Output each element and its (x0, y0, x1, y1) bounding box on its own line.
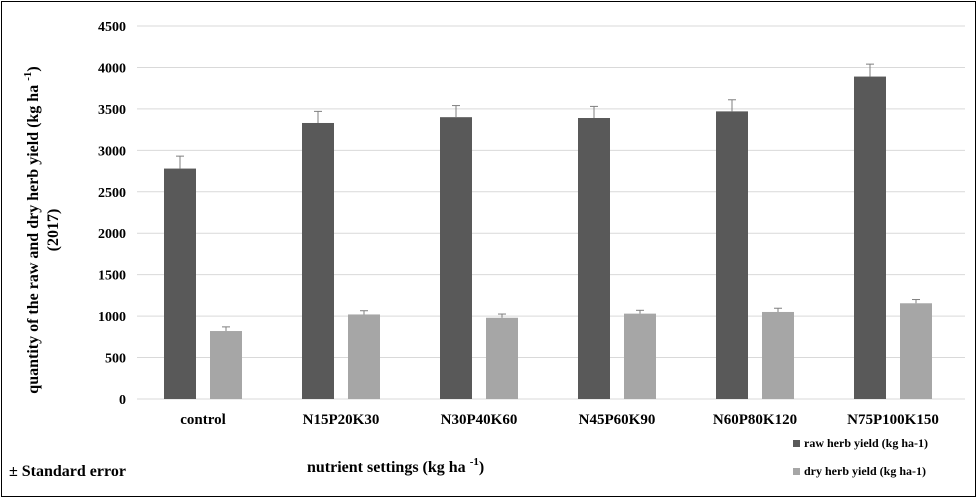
y-tick-label: 3500 (98, 103, 126, 118)
bar-raw-herb-yield (716, 111, 748, 400)
legend-label: raw herb yield (kg ha-1) (804, 436, 928, 450)
x-category-label: control (180, 412, 226, 428)
y-tick-label: 4000 (98, 61, 126, 76)
y-tick-label: 500 (105, 352, 126, 367)
x-category-label: N75P100K150 (847, 412, 939, 428)
bar-raw-herb-yield (164, 168, 196, 399)
bar-raw-herb-yield (578, 118, 610, 400)
bar-dry-herb-yield (624, 313, 656, 399)
gridlines (137, 25, 965, 400)
bar-raw-herb-yield (302, 122, 334, 399)
y-tick-label: 1000 (98, 310, 126, 325)
x-category-label: N15P20K30 (303, 412, 380, 428)
y-tick-label: 2000 (98, 227, 126, 242)
y-tick-label: 3000 (98, 144, 126, 159)
y-tick-label: 0 (119, 393, 126, 408)
legend-swatch (793, 440, 800, 447)
x-axis-label: nutrient settings (kg ha -1) (307, 456, 484, 476)
y-tick-label: 2500 (98, 186, 126, 201)
bar-dry-herb-yield (900, 303, 932, 399)
bar-raw-herb-yield (854, 76, 886, 399)
y-tick-label: 4500 (98, 20, 126, 35)
legend-swatch (793, 468, 800, 475)
standard-error-note: ± Standard error (9, 463, 126, 480)
y-axis-label: quantity of the raw and dry herb yield (… (22, 66, 42, 393)
bar-raw-herb-yield (440, 117, 472, 399)
bar-dry-herb-yield (486, 317, 518, 399)
x-axis-categories: control N15P20K30 N30P40K60 N45P60K90 N60P80… (180, 412, 939, 428)
bar-dry-herb-yield (348, 314, 380, 399)
legend-label: dry herb yield (kg ha-1) (804, 464, 926, 478)
legend: raw herb yield (kg ha-1) dry herb yield (… (793, 436, 928, 478)
x-category-label: N60P80K120 (713, 412, 797, 428)
bar-dry-herb-yield (210, 331, 242, 399)
y-axis-label-year: (2017) (45, 209, 62, 252)
x-category-label: N45P60K90 (579, 412, 656, 428)
x-category-label: N30P40K60 (441, 412, 518, 428)
bar-dry-herb-yield (762, 311, 794, 399)
y-tick-label: 1500 (98, 269, 126, 284)
bars (164, 63, 932, 400)
y-axis-ticks: 0 500 1000 1500 2000 2500 3000 3500 4000 4500 (98, 20, 126, 408)
